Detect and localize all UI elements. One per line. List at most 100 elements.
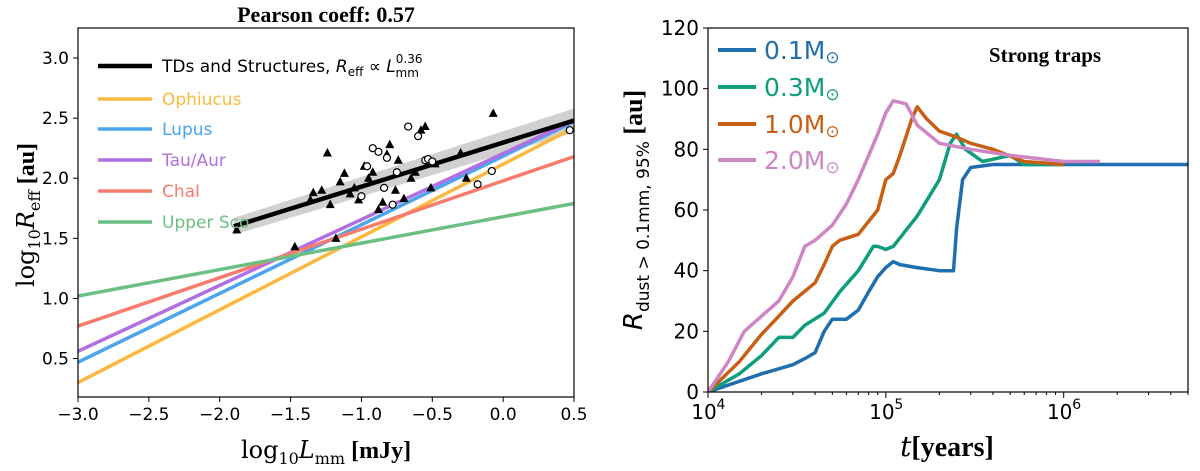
- legend-label-chai: ChaI: [162, 182, 200, 202]
- data-point-triangle: [232, 224, 242, 234]
- right-x-axis-label: t[years]: [900, 430, 994, 463]
- legend-label-1-0: 1.0M⊙: [764, 110, 840, 142]
- data-point-triangle: [322, 148, 332, 157]
- legend-label-ophiucus: Ophiucus: [162, 90, 242, 110]
- x-tick-exponent: 4: [717, 397, 726, 413]
- y-tick-label: 1.5: [42, 229, 69, 249]
- data-point-circle: [392, 168, 401, 177]
- data-point-triangle: [317, 185, 327, 194]
- left-x-axis-label: log10Lmm [mJy]: [241, 436, 411, 468]
- x-tick-label: −1.0: [341, 405, 382, 425]
- data-point-triangle: [385, 139, 395, 149]
- y-tick-label: 60: [674, 198, 699, 222]
- legend-label-tds: TDs and Structures, Reff ∝ L0.36 mm: [161, 52, 423, 80]
- data-point-triangle: [345, 188, 355, 198]
- y-tick-label: 1.0: [42, 289, 69, 309]
- series-line-2: [708, 105, 1064, 392]
- right-legend: 0.1M⊙ 0.3M⊙ 1.0M⊙ 2.0M⊙: [718, 36, 840, 178]
- left-y-axis-label: log10Reff [au]: [12, 143, 44, 287]
- data-point-circle: [368, 144, 377, 153]
- legend-label-0-3: 0.3M⊙: [764, 73, 840, 105]
- data-point-circle: [380, 183, 389, 192]
- left-chart: Pearson coeff: 0.57 −3.0 −2.5 −2.0 −1.5 −1.0…: [12, 2, 588, 468]
- x-tick-label: −0.5: [412, 405, 453, 425]
- right-y-axis-label: Rdust > 0.1mm, 95% [au]: [619, 90, 654, 330]
- data-point-triangle: [339, 168, 349, 177]
- data-point-triangle: [426, 182, 436, 192]
- data-point-triangle: [390, 185, 400, 194]
- data-point-triangle: [308, 187, 318, 197]
- fit-line-1: [78, 126, 574, 385]
- x-tick-label: 10: [869, 400, 894, 424]
- x-tick-exponent: 6: [1072, 397, 1081, 413]
- x-tick-label: 0.0: [490, 405, 517, 425]
- x-tick-exponent: 5: [894, 397, 903, 413]
- legend-label-0-1: 0.1M⊙: [764, 36, 840, 68]
- x-tick-label: 10: [691, 400, 716, 424]
- x-tick-label: 0.5: [560, 405, 587, 425]
- series-line-0: [708, 162, 1188, 392]
- data-point-circle: [404, 122, 413, 131]
- data-point-circle: [487, 166, 496, 176]
- y-tick-label: 2.0: [42, 169, 69, 189]
- data-point-triangle: [373, 204, 383, 213]
- left-legend: TDs and Structures, Reff ∝ L0.36 mm Ophiu…: [98, 52, 423, 233]
- y-tick-label: 0: [686, 380, 699, 404]
- data-point-triangle: [368, 167, 378, 176]
- right-chart-annotation: Strong traps: [989, 43, 1101, 67]
- left-chart-title: Pearson coeff: 0.57: [237, 2, 415, 27]
- data-point-triangle: [378, 197, 388, 206]
- data-point-triangle: [331, 233, 341, 242]
- data-point-circle: [357, 192, 366, 201]
- data-point-triangle: [305, 194, 315, 204]
- y-tick-label: 20: [674, 319, 699, 343]
- data-point-circle: [428, 157, 437, 166]
- data-point-circle: [362, 162, 372, 171]
- fit-line-5: [78, 201, 574, 298]
- legend-label-tauaur: Tau/Aur: [161, 151, 226, 171]
- y-tick-label: 3.0: [42, 49, 69, 69]
- legend-label-2-0: 2.0M⊙: [764, 146, 840, 178]
- data-point-triangle: [410, 167, 420, 176]
- y-tick-label: 0.5: [42, 350, 69, 370]
- y-tick-label: 120: [661, 16, 699, 40]
- fit-line-4: [78, 154, 574, 328]
- data-point-triangle: [325, 199, 335, 209]
- data-point-triangle: [399, 193, 409, 203]
- y-tick-label: 80: [674, 137, 699, 161]
- y-tick-label: 40: [674, 259, 699, 283]
- left-plot-frame: [77, 27, 575, 398]
- data-point-triangle: [393, 155, 403, 164]
- data-point-circle: [382, 153, 392, 162]
- data-point-triangle: [488, 108, 498, 117]
- data-point-triangle: [416, 125, 426, 134]
- data-point-triangle: [290, 241, 300, 251]
- data-point-circle: [414, 132, 423, 141]
- y-tick-label: 100: [661, 77, 699, 101]
- x-tick-label: 10: [1047, 400, 1072, 424]
- data-point-circle: [388, 200, 397, 209]
- fit-line-3: [78, 118, 574, 353]
- data-point-triangle: [456, 148, 466, 157]
- x-tick-label: −2.0: [199, 405, 240, 425]
- series-line-3: [708, 99, 1100, 392]
- legend-label-lupus: Lupus: [162, 120, 213, 140]
- x-tick-label: −1.5: [270, 405, 311, 425]
- data-point-triangle: [420, 121, 430, 131]
- data-point-triangle: [349, 182, 359, 192]
- fit-line-tds: [233, 118, 574, 229]
- y-tick-label: 2.5: [42, 109, 69, 129]
- data-point-triangle: [335, 176, 345, 186]
- data-point-triangle: [364, 173, 374, 182]
- data-point-circle: [473, 180, 482, 189]
- data-point-triangle: [461, 173, 471, 182]
- series-line-1: [708, 132, 1064, 392]
- data-point-triangle: [406, 173, 416, 182]
- legend-label-uppersco: Upper Sco: [162, 213, 249, 233]
- data-point-circle: [565, 126, 574, 135]
- x-tick-label: −2.5: [128, 405, 169, 425]
- x-tick-label: −3.0: [57, 405, 98, 425]
- data-point-circle: [374, 147, 383, 156]
